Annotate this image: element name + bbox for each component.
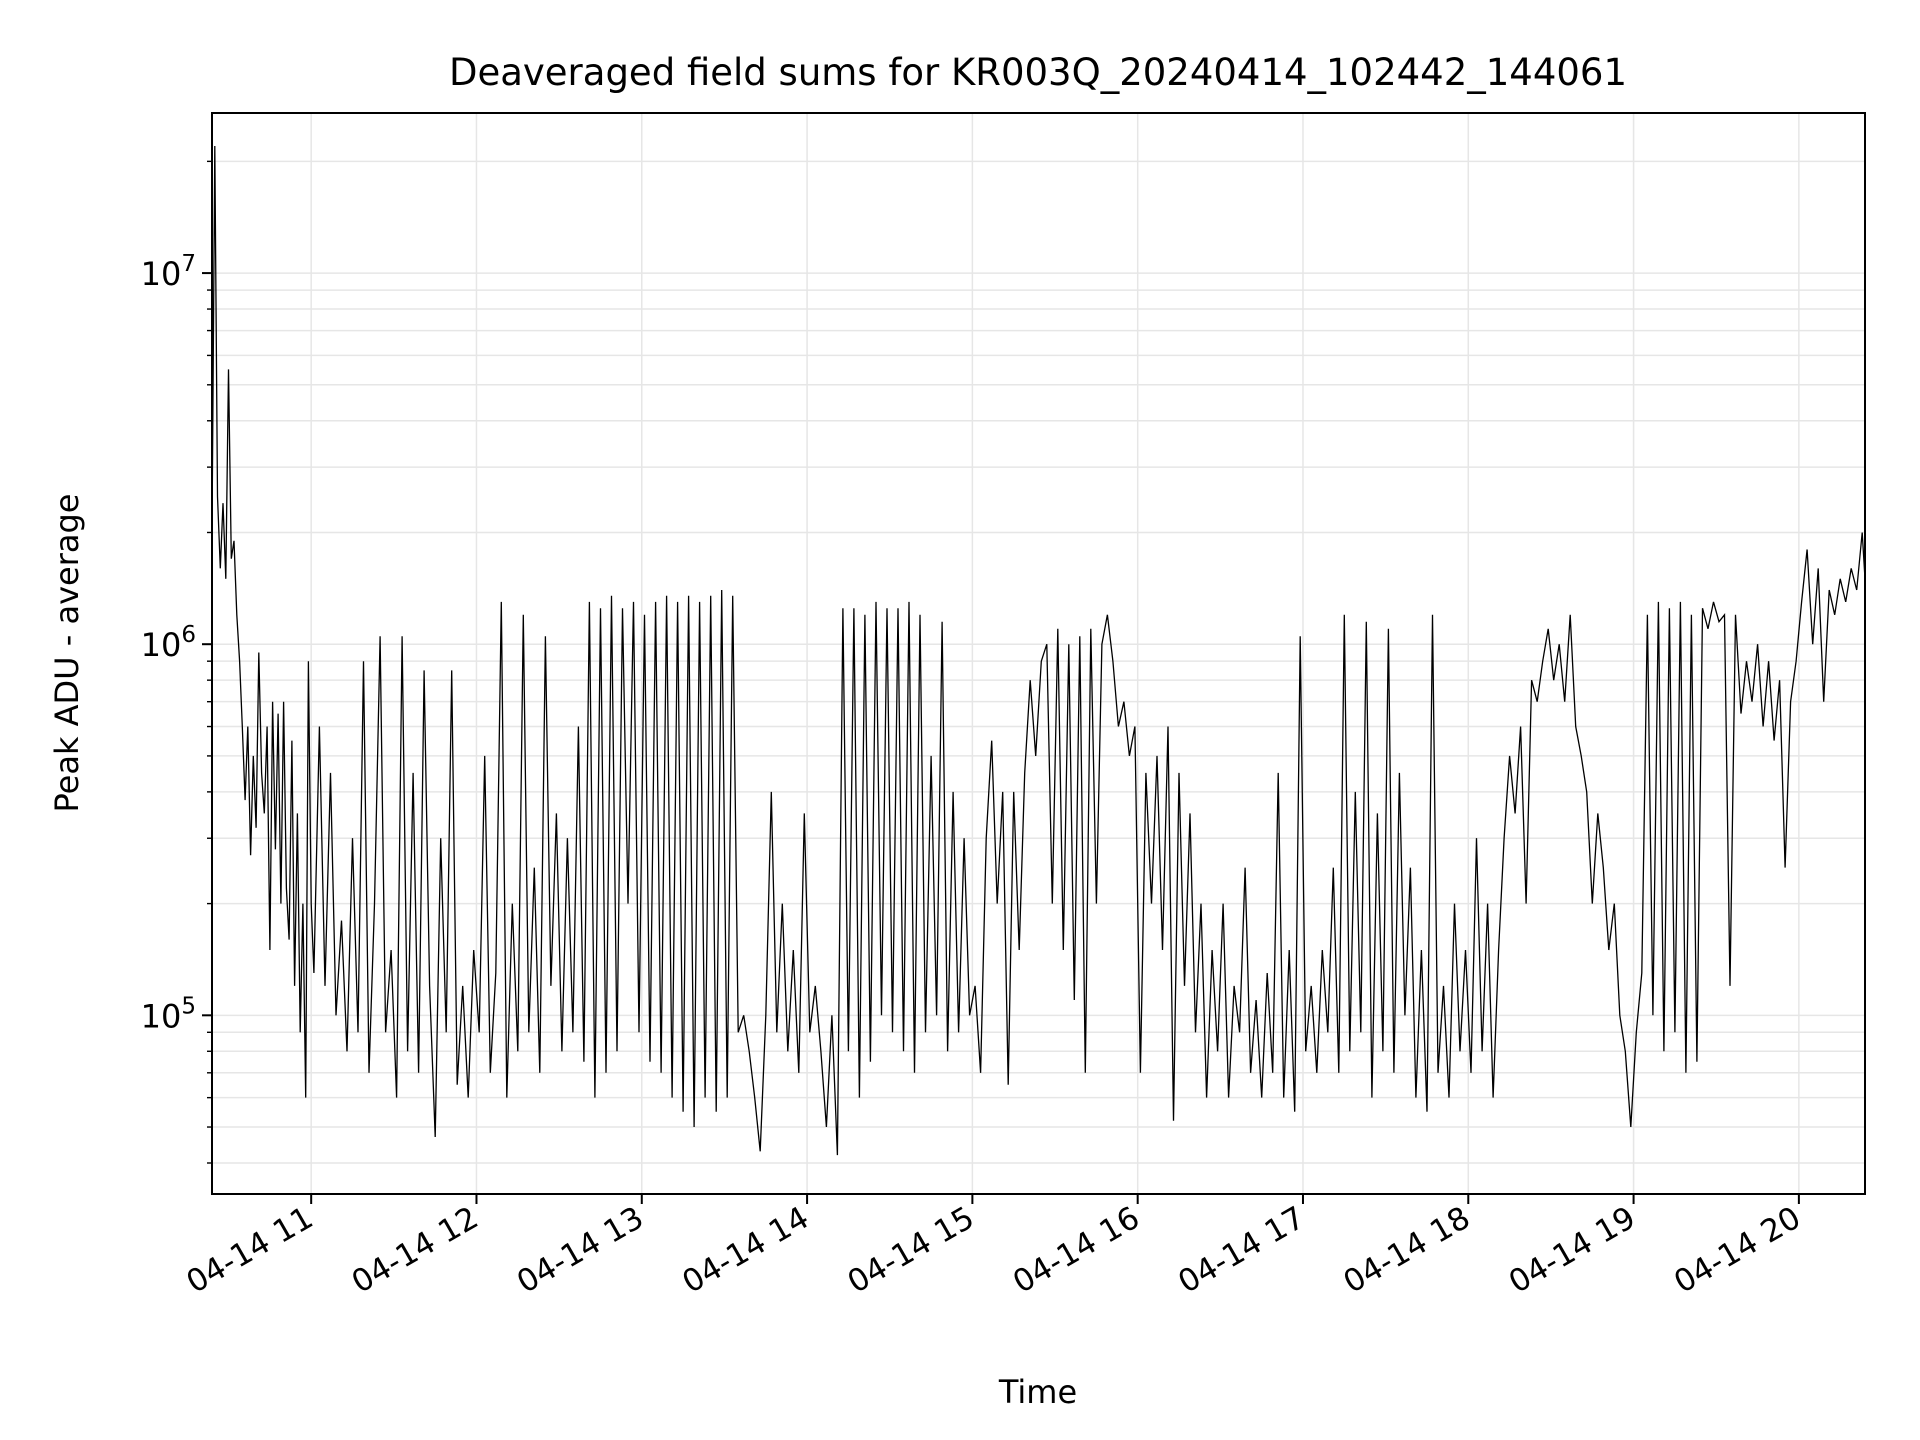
- y-tick-label: 105: [141, 993, 196, 1035]
- chart-title: Deaveraged field sums for KR003Q_2024041…: [449, 51, 1627, 94]
- series-line: [211, 145, 1866, 1156]
- y-tick-label: 106: [141, 622, 196, 664]
- y-tick-label: 107: [141, 251, 196, 293]
- x-axis-label: Time: [998, 1373, 1077, 1411]
- y-axis-label: Peak ADU - average: [48, 494, 86, 813]
- series-layer: [211, 145, 1866, 1156]
- grid: [212, 113, 1865, 1194]
- plot-frame: [211, 112, 1866, 1195]
